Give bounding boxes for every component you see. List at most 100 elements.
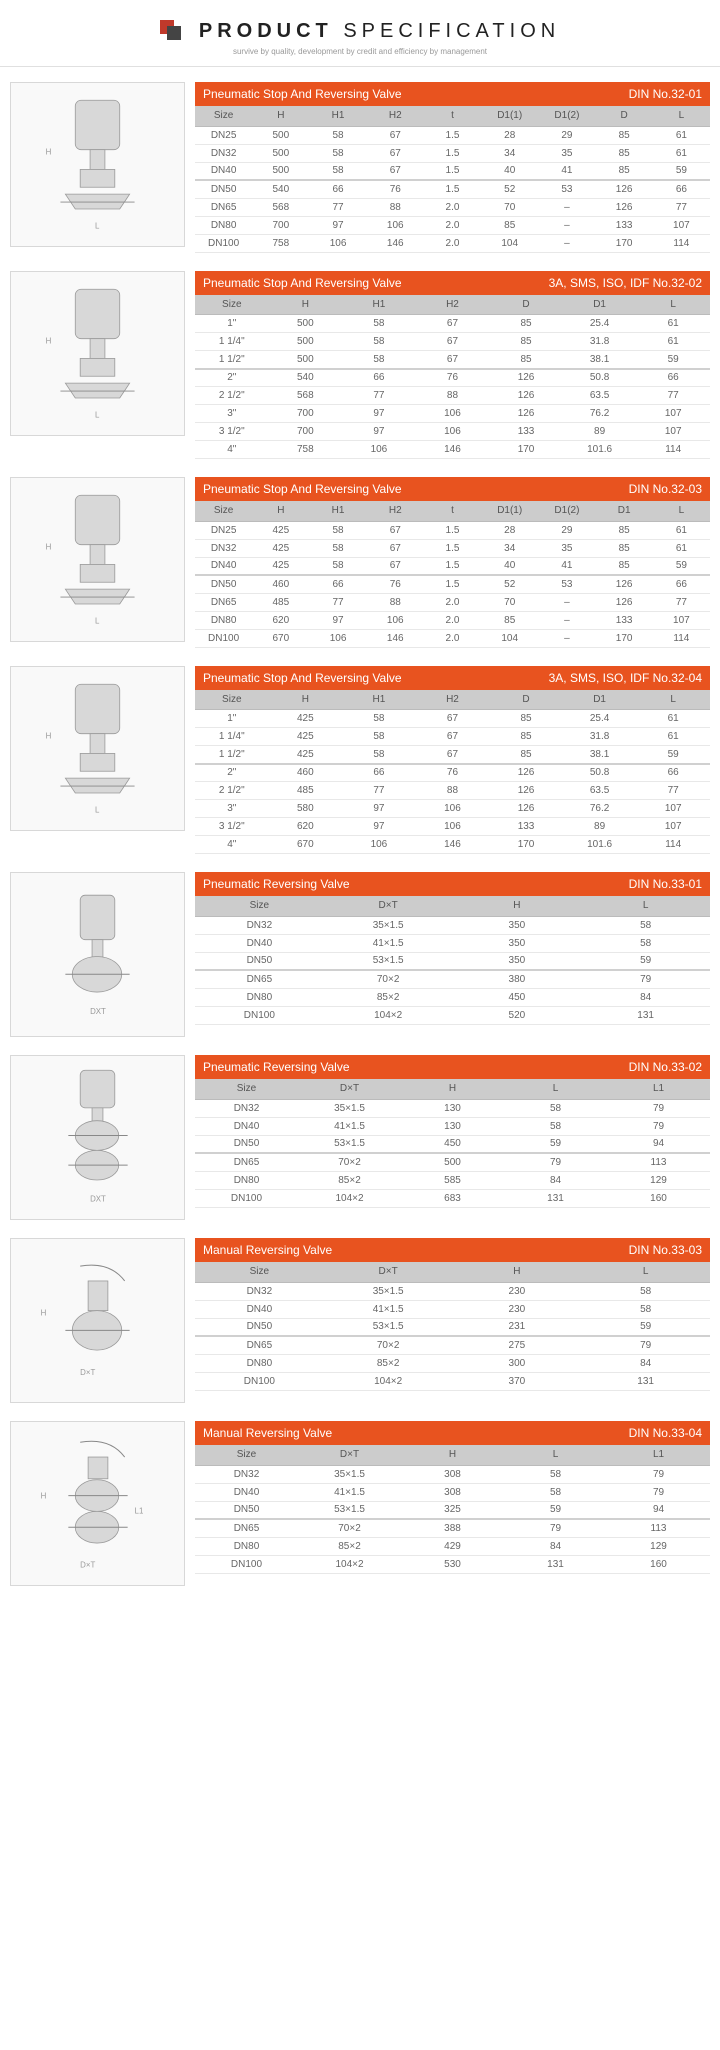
table-cell: 41×1.5 (298, 1117, 401, 1135)
table-cell: 275 (453, 1336, 582, 1354)
table-cell: 580 (269, 800, 343, 818)
column-header: D1 (563, 295, 637, 315)
table-cell: 63.5 (563, 782, 637, 800)
table-cell: 2.0 (424, 593, 481, 611)
section-title: Pneumatic Stop And Reversing Valve (203, 271, 402, 295)
table-cell: DN65 (195, 198, 252, 216)
table-cell: 700 (269, 405, 343, 423)
table-cell: 104×2 (324, 1006, 453, 1024)
column-header: Size (195, 501, 252, 521)
table-cell: 29 (538, 521, 595, 539)
table-cell: 126 (489, 387, 563, 405)
table-cell: 133 (489, 818, 563, 836)
section-title-bar: Manual Reversing ValveDIN No.33-04 (195, 1421, 710, 1445)
column-header: L1 (607, 1079, 710, 1099)
table-cell: 2.0 (424, 611, 481, 629)
table-cell: 67 (416, 333, 490, 351)
table-cell: 146 (367, 234, 424, 252)
table-row: 1 1/2"42558678538.159 (195, 746, 710, 764)
table-cell: 350 (453, 934, 582, 952)
table-cell: 66 (309, 575, 366, 593)
table-cell: 53×1.5 (298, 1501, 401, 1519)
svg-text:L: L (95, 805, 100, 814)
table-cell: 104 (481, 234, 538, 252)
spec-section: H L Pneumatic Stop And Reversing ValveDI… (0, 82, 720, 253)
table-cell: 79 (504, 1519, 607, 1537)
table-cell: 35×1.5 (298, 1465, 401, 1483)
table-row: DN5054066761.5525312666 (195, 180, 710, 198)
section-title-bar: Pneumatic Stop And Reversing Valve3A, SM… (195, 666, 710, 690)
table-cell: 131 (504, 1189, 607, 1207)
table-cell: 85 (489, 315, 563, 333)
column-header: Size (195, 1445, 298, 1465)
table-cell: 2.0 (424, 234, 481, 252)
table-row: DN3235×1.51305879 (195, 1099, 710, 1117)
table-cell: 388 (401, 1519, 504, 1537)
table-cell: 66 (636, 369, 710, 387)
logo-icon (160, 23, 188, 40)
table-cell: 758 (269, 441, 343, 459)
svg-text:H: H (46, 731, 52, 740)
svg-text:L: L (95, 410, 100, 419)
table-cell: 76.2 (563, 405, 637, 423)
table-cell: 126 (596, 593, 653, 611)
product-diagram: H L (10, 477, 185, 642)
table-cell: 77 (309, 198, 366, 216)
table-cell: 500 (252, 162, 309, 180)
table-cell: 146 (416, 441, 490, 459)
table-cell: 76 (367, 180, 424, 198)
table-row: 1 1/4"42558678531.861 (195, 728, 710, 746)
table-cell: 85×2 (324, 1354, 453, 1372)
table-cell: 97 (342, 405, 416, 423)
table-cell: DN50 (195, 1501, 298, 1519)
table-cell: 85 (481, 611, 538, 629)
table-cell: 88 (416, 387, 490, 405)
section-title: Manual Reversing Valve (203, 1421, 332, 1445)
table-cell: 146 (367, 629, 424, 647)
table-cell: 3" (195, 405, 269, 423)
table-row: 4"758106146170101.6114 (195, 441, 710, 459)
table-cell: 3 1/2" (195, 818, 269, 836)
spec-table: SizeD×THLL1DN3235×1.53085879DN4041×1.530… (195, 1445, 710, 1574)
table-cell: 106 (416, 800, 490, 818)
table-cell: 85 (596, 162, 653, 180)
table-cell: 1.5 (424, 557, 481, 575)
table-cell: 170 (489, 441, 563, 459)
table-row: DN2542558671.528298561 (195, 521, 710, 539)
table-cell: 40 (481, 162, 538, 180)
table-row: DN6570×238079 (195, 970, 710, 988)
table-row: DN3242558671.534358561 (195, 539, 710, 557)
section-title: Pneumatic Stop And Reversing Valve (203, 82, 402, 106)
column-header: Size (195, 295, 269, 315)
table-cell: 1.5 (424, 144, 481, 162)
table-cell: 113 (607, 1519, 710, 1537)
table-row: 1"50058678525.461 (195, 315, 710, 333)
svg-text:L: L (95, 617, 100, 626)
table-cell: DN100 (195, 234, 252, 252)
table-cell: 500 (269, 315, 343, 333)
spec-section: H L1 D×T Manual Reversing ValveDIN No.33… (0, 1421, 720, 1586)
table-cell: 61 (653, 126, 710, 144)
table-cell: DN40 (195, 1117, 298, 1135)
spec-section: H D×T Manual Reversing ValveDIN No.33-03… (0, 1238, 720, 1403)
table-cell: 1.5 (424, 539, 481, 557)
table-cell: 130 (401, 1117, 504, 1135)
table-cell: 67 (416, 710, 490, 728)
table-cell: 67 (367, 126, 424, 144)
table-cell: 107 (636, 423, 710, 441)
spec-table: SizeD×THLDN3235×1.523058DN4041×1.523058D… (195, 1262, 710, 1391)
table-cell: 59 (636, 351, 710, 369)
table-cell: 25.4 (563, 315, 637, 333)
table-cell: 133 (596, 611, 653, 629)
table-cell: DN100 (195, 629, 252, 647)
table-cell: 540 (269, 369, 343, 387)
column-header: L (653, 106, 710, 126)
section-title-bar: Pneumatic Stop And Reversing ValveDIN No… (195, 477, 710, 501)
table-cell: 146 (416, 836, 490, 854)
table-cell: 63.5 (563, 387, 637, 405)
column-header: H1 (309, 501, 366, 521)
column-header: H (401, 1445, 504, 1465)
table-cell: 59 (653, 557, 710, 575)
column-header: L1 (607, 1445, 710, 1465)
table-cell: 325 (401, 1501, 504, 1519)
